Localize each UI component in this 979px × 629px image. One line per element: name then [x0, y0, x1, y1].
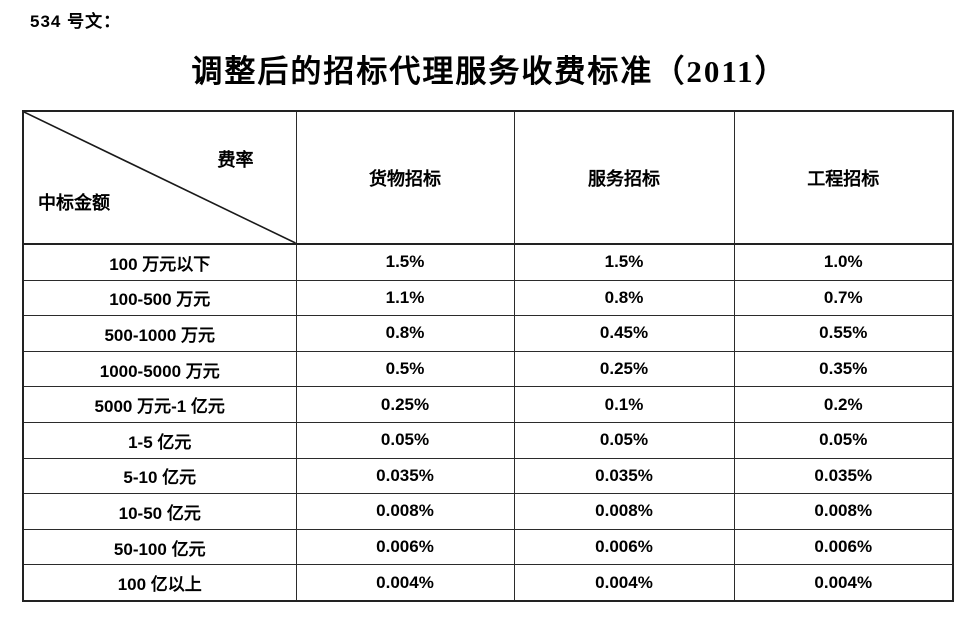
fee-value-cell: 1.0% [733, 243, 954, 281]
fee-value-cell: 0.05% [733, 421, 954, 459]
fee-value-cell: 0.2% [733, 386, 954, 423]
table-row: 100-500 万元 1.1% 0.8% 0.7% [22, 279, 954, 317]
fee-value-cell: 0.006% [513, 528, 735, 566]
page-title: 调整后的招标代理服务收费标准（2011） [191, 54, 788, 89]
fee-value-cell: 0.008% [733, 493, 954, 530]
column-header-goods: 货物招标 [295, 110, 515, 245]
fee-value-cell: 0.035% [733, 457, 954, 495]
fee-value-cell: 0.035% [295, 457, 515, 495]
table-row: 50-100 亿元 0.006% 0.006% 0.006% [22, 528, 954, 566]
row-label-cell: 50-100 亿元 [22, 528, 297, 566]
fee-value-cell: 1.5% [295, 243, 515, 281]
fee-rate-table: 费率 中标金额 货物招标 服务招标 工程招标 100 万元以下 1.5% 1.5… [22, 110, 954, 602]
column-header-services: 服务招标 [513, 110, 735, 245]
fee-value-cell: 0.55% [733, 315, 954, 352]
fee-value-cell: 0.004% [295, 564, 515, 602]
row-label-cell: 100 万元以下 [22, 243, 297, 281]
row-label-cell: 10-50 亿元 [22, 493, 297, 530]
corner-cell: 费率 中标金额 [22, 110, 297, 245]
fee-value-cell: 0.035% [513, 457, 735, 495]
fee-value-cell: 0.1% [513, 386, 735, 423]
fee-value-cell: 0.05% [295, 421, 515, 459]
table-row: 100 万元以下 1.5% 1.5% 1.0% [22, 243, 954, 281]
table-header-row: 费率 中标金额 货物招标 服务招标 工程招标 [22, 110, 954, 245]
fee-value-cell: 0.004% [733, 564, 954, 602]
row-label-cell: 100-500 万元 [22, 279, 297, 317]
corner-label-amount: 中标金额 [38, 193, 110, 213]
table-row: 1000-5000 万元 0.5% 0.25% 0.35% [22, 350, 954, 388]
fee-value-cell: 0.004% [513, 564, 735, 602]
row-label-cell: 5000 万元-1 亿元 [22, 386, 297, 423]
column-header-works: 工程招标 [733, 110, 954, 245]
fee-value-cell: 0.8% [513, 279, 735, 317]
table-row: 10-50 亿元 0.008% 0.008% 0.008% [22, 493, 954, 530]
doc-number-label: 534 号文： [30, 12, 122, 31]
diagonal-divider [24, 112, 296, 243]
fee-value-cell: 0.45% [513, 315, 735, 352]
fee-value-cell: 0.25% [295, 386, 515, 423]
row-label-cell: 500-1000 万元 [22, 315, 297, 352]
fee-value-cell: 0.25% [513, 350, 735, 388]
table-row: 5-10 亿元 0.035% 0.035% 0.035% [22, 457, 954, 495]
fee-value-cell: 1.1% [295, 279, 515, 317]
row-label-cell: 1000-5000 万元 [22, 350, 297, 388]
fee-value-cell: 0.8% [295, 315, 515, 352]
fee-value-cell: 0.008% [513, 493, 735, 530]
fee-value-cell: 0.006% [295, 528, 515, 566]
table-row: 500-1000 万元 0.8% 0.45% 0.55% [22, 315, 954, 352]
fee-value-cell: 0.008% [295, 493, 515, 530]
fee-value-cell: 0.006% [733, 528, 954, 566]
table-row: 1-5 亿元 0.05% 0.05% 0.05% [22, 421, 954, 459]
fee-value-cell: 0.05% [513, 421, 735, 459]
fee-value-cell: 0.5% [295, 350, 515, 388]
row-label-cell: 1-5 亿元 [22, 421, 297, 459]
corner-label-rate: 费率 [217, 150, 254, 170]
row-label-cell: 5-10 亿元 [22, 457, 297, 495]
row-label-cell: 100 亿以上 [22, 564, 297, 602]
table-row: 5000 万元-1 亿元 0.25% 0.1% 0.2% [22, 386, 954, 423]
table-row: 100 亿以上 0.004% 0.004% 0.004% [22, 564, 954, 602]
fee-value-cell: 0.35% [733, 350, 954, 388]
fee-value-cell: 1.5% [513, 243, 735, 281]
fee-value-cell: 0.7% [733, 279, 954, 317]
